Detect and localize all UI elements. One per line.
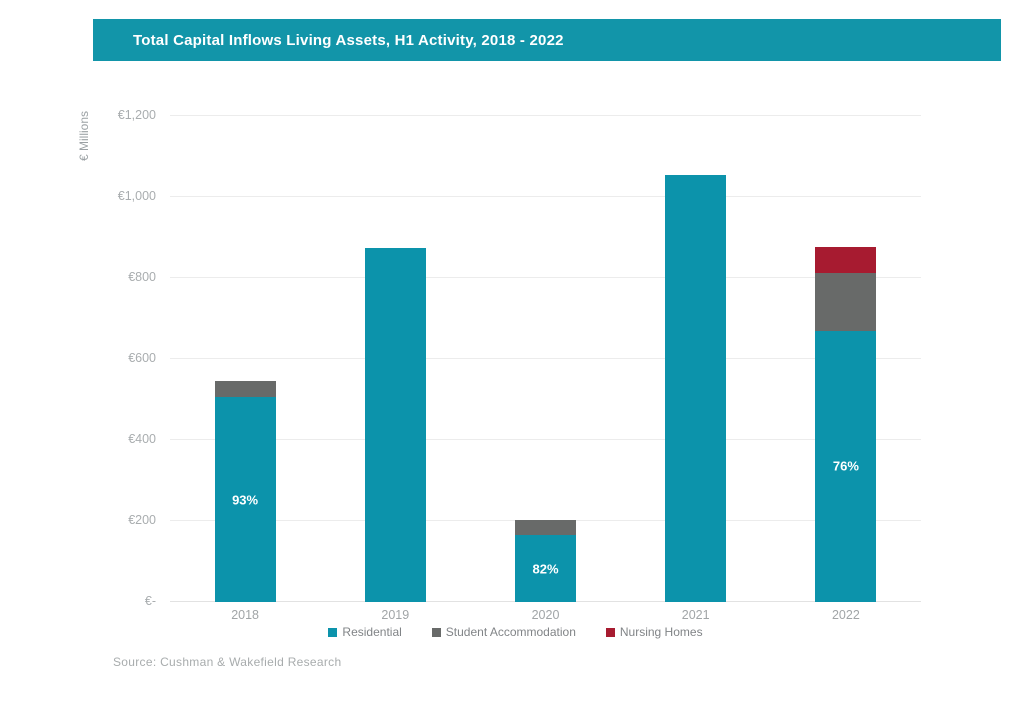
legend-item-nursing-homes: Nursing Homes bbox=[605, 625, 703, 639]
bar-percentage-label: 82% bbox=[532, 561, 559, 577]
y-tick-label: €600 bbox=[128, 351, 156, 365]
legend-item-residential: Residential bbox=[328, 625, 402, 639]
gridline-800 bbox=[170, 277, 921, 278]
bar-segment-2019-residential bbox=[364, 247, 426, 602]
bar-segment-2018-residential bbox=[214, 397, 276, 602]
x-tick-label-2018: 2018 bbox=[231, 608, 259, 622]
gridline-400 bbox=[170, 439, 921, 440]
gridline-1000 bbox=[170, 196, 921, 197]
y-tick-label: €200 bbox=[128, 513, 156, 527]
x-tick-label-2020: 2020 bbox=[531, 608, 560, 622]
bar-2018: 93% bbox=[214, 381, 276, 602]
bar-2022: 76% bbox=[815, 246, 877, 602]
source-note: Source: Cushman & Wakefield Research bbox=[113, 655, 342, 669]
y-tick-label: €1,200 bbox=[117, 108, 156, 122]
y-tick-label: €- bbox=[144, 594, 156, 608]
bar-2019 bbox=[364, 247, 426, 602]
bar-2021 bbox=[665, 174, 727, 602]
x-tick-label-2022: 2022 bbox=[831, 608, 860, 622]
plot-area: 93% 82% 76% bbox=[170, 115, 921, 602]
bar-segment-2020-student-accommodation bbox=[515, 520, 576, 536]
legend-swatch-icon bbox=[431, 627, 441, 637]
legend: Residential Student Accommodation Nursing … bbox=[140, 625, 891, 639]
bar-segment-2021-residential bbox=[665, 174, 727, 602]
legend-label: Residential bbox=[342, 625, 402, 639]
chart-title-bar: Total Capital Inflows Living Assets, H1 … bbox=[93, 19, 1001, 61]
y-tick-label: €800 bbox=[128, 270, 156, 284]
bar-segment-2018-student-accommodation bbox=[214, 381, 276, 398]
bar-percentage-label: 93% bbox=[232, 492, 259, 508]
bar-segment-2020-residential bbox=[515, 535, 576, 602]
bar-percentage-label: 76% bbox=[832, 458, 859, 474]
gridline-1200 bbox=[170, 115, 921, 116]
legend-label: Student Accommodation bbox=[445, 625, 576, 639]
y-tick-label: €1,000 bbox=[117, 189, 156, 203]
x-tick-label-2021: 2021 bbox=[681, 608, 710, 622]
gridline-600 bbox=[170, 358, 921, 359]
bar-segment-2022-nursing-homes bbox=[815, 246, 877, 273]
y-tick-label: €400 bbox=[128, 432, 156, 446]
legend-label: Nursing Homes bbox=[619, 625, 703, 639]
legend-swatch-icon bbox=[328, 627, 338, 637]
x-tick-label-2019: 2019 bbox=[381, 608, 410, 622]
legend-item-student-accommodation: Student Accommodation bbox=[431, 625, 576, 639]
chart-title: Total Capital Inflows Living Assets, H1 … bbox=[133, 31, 564, 49]
legend-swatch-icon bbox=[605, 627, 615, 637]
bar-segment-2022-residential bbox=[815, 330, 877, 602]
bar-segment-2022-student-accommodation bbox=[815, 272, 877, 331]
bar-2020: 82% bbox=[515, 520, 576, 602]
